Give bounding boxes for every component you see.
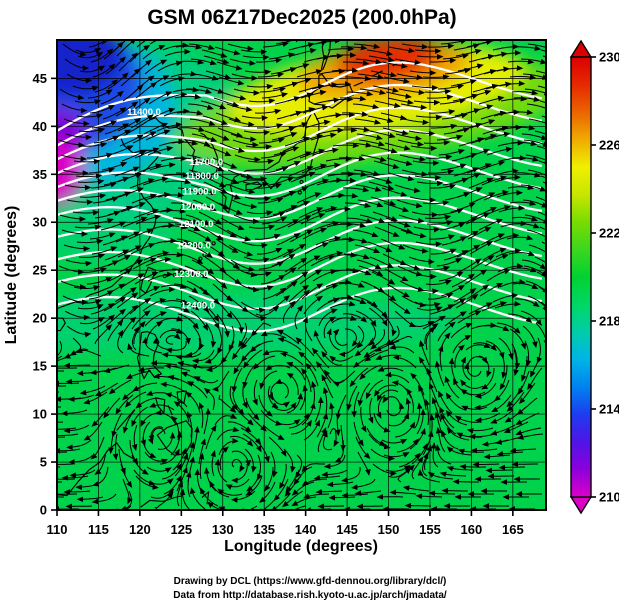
streamline (65, 365, 90, 366)
y-axis-label: Latitude (degrees) (3, 206, 20, 345)
streamline (474, 464, 499, 465)
x-tick-label: 130 (212, 522, 234, 537)
contour-label: 11400.0 (127, 107, 161, 118)
colorbar-bottom-arrow (571, 497, 591, 513)
y-tick-label: 30 (33, 215, 47, 230)
contour-label: 12100.0 (179, 219, 213, 230)
colorbar: 210 214 218 222 226 230 (571, 41, 619, 513)
x-tick-label: 155 (419, 522, 441, 537)
y-tick-label: 10 (33, 407, 47, 422)
x-axis-ticks: 110 115 120 125 130 135 140 145 150 155 160 165 (47, 510, 524, 537)
colorbar-tick-label: 230 (599, 50, 619, 65)
x-tick-label: 160 (461, 522, 483, 537)
y-tick-label: 5 (40, 455, 47, 470)
contour-label: 11700.0 (189, 157, 223, 168)
contour-label: 12000.0 (181, 202, 215, 213)
contour-label: 12300.0 (174, 269, 208, 280)
x-tick-label: 115 (88, 522, 109, 537)
streamline (247, 512, 270, 523)
y-tick-label: 35 (33, 167, 47, 182)
y-tick-label: 20 (33, 311, 47, 326)
field-region (16, 21, 124, 98)
credit-line-1: Drawing by DCL (https://www.gfd-dennou.o… (174, 576, 447, 587)
contour-label: 11900.0 (183, 187, 217, 198)
x-tick-label: 110 (47, 522, 68, 537)
streamline (319, 506, 344, 507)
contour-label: 12200.0 (177, 240, 211, 251)
x-tick-label: 140 (295, 522, 317, 537)
x-tick-label: 165 (502, 522, 524, 537)
contour-label: 12400.0 (181, 301, 215, 312)
colorbar-tick-label: 222 (599, 226, 619, 241)
y-axis-ticks: 0 5 10 15 20 25 30 35 40 45 (33, 71, 57, 518)
colorbar-bar (571, 57, 591, 497)
colorbar-tick-label: 218 (599, 314, 619, 329)
colorbar-tick-label: 226 (599, 138, 619, 153)
y-tick-label: 15 (33, 359, 47, 374)
contour-label: 11800.0 (185, 171, 219, 182)
x-axis-label: Longitude (degrees) (224, 538, 378, 555)
x-tick-label: 145 (336, 522, 358, 537)
colorbar-tick-label: 210 (599, 490, 619, 505)
streamline (406, 506, 431, 507)
streamline (500, 467, 525, 468)
streamline (48, 464, 73, 465)
x-tick-label: 120 (129, 522, 151, 537)
y-tick-label: 25 (33, 263, 47, 278)
y-tick-label: 45 (33, 71, 47, 86)
y-tick-label: 40 (33, 119, 47, 134)
streamline (443, 491, 468, 492)
streamline (80, 512, 105, 513)
streamline (454, 482, 479, 483)
colorbar-tick-label: 214 (599, 402, 619, 417)
credit-line-2: Data from http://database.rish.kyoto-u.a… (173, 590, 447, 601)
x-tick-label: 125 (170, 522, 192, 537)
x-tick-label: 150 (378, 522, 400, 537)
streamline (513, 464, 538, 465)
colorbar-top-arrow (571, 41, 591, 57)
streamline (487, 470, 512, 471)
y-tick-label: 0 (40, 503, 47, 518)
x-tick-label: 135 (253, 522, 275, 537)
chart-title: GSM 06Z17Dec2025 (200.0hPa) (147, 6, 456, 29)
